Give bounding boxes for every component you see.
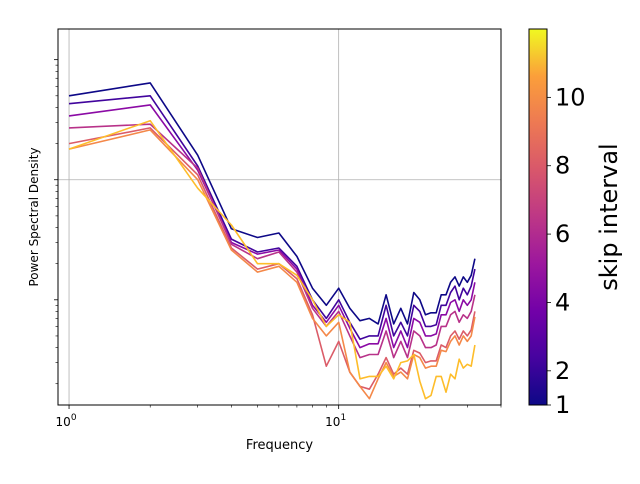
series-line <box>68 129 476 400</box>
x-axis-ticks: 100 101 <box>54 59 502 429</box>
series-group <box>68 82 476 400</box>
series-line <box>68 104 476 349</box>
colorbar-tick-label: 10 <box>555 83 586 111</box>
colorbar-tick-label: 6 <box>555 220 570 248</box>
colorbar-tick-label: 8 <box>555 152 570 180</box>
x-tick-label: 100 <box>56 413 77 429</box>
series-line <box>68 119 476 400</box>
colorbar <box>528 28 548 406</box>
colorbar-tick-label: 2 <box>555 357 570 385</box>
colorbar-tick-label: 1 <box>555 391 570 419</box>
series-line <box>68 123 476 359</box>
colorbar-ticks: 1 2 4 6 8 10 <box>547 83 586 419</box>
colorbar-tick-label: 4 <box>555 288 570 316</box>
colorbar-label: skip interval <box>595 143 623 290</box>
y-axis-label: Power Spectral Density <box>27 147 41 286</box>
plot-frame <box>57 28 502 406</box>
x-tick-label: 101 <box>325 413 346 429</box>
series-line <box>68 95 476 341</box>
grid <box>58 29 501 405</box>
x-axis-label: Frequency <box>246 438 313 453</box>
series-line <box>68 82 476 325</box>
series-line <box>68 127 476 391</box>
